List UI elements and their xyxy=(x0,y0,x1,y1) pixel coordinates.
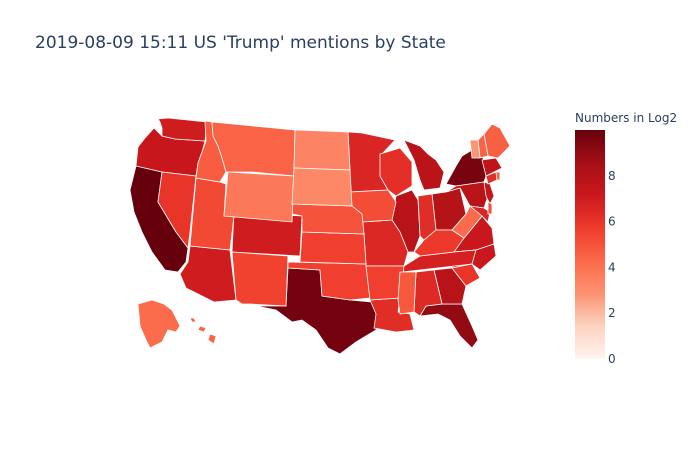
chart-title: 2019-08-09 15:11 US 'Trump' mentions by … xyxy=(35,33,446,53)
state-sd[interactable] xyxy=(291,167,353,207)
state-mt[interactable] xyxy=(211,121,296,177)
state-vt[interactable] xyxy=(469,139,481,159)
state-ks[interactable] xyxy=(299,231,367,265)
colorbar: Numbers in Log2 0 2 4 6 8 xyxy=(575,111,677,366)
colorbar-tick-label: 6 xyxy=(608,215,616,229)
state-wa[interactable] xyxy=(157,117,208,142)
state-hi[interactable] xyxy=(189,317,217,345)
state-wy[interactable] xyxy=(223,171,295,223)
state-de[interactable] xyxy=(487,201,493,215)
state-nm[interactable] xyxy=(231,251,289,307)
state-ri[interactable] xyxy=(495,171,501,181)
state-ne[interactable] xyxy=(291,203,365,235)
state-az[interactable] xyxy=(179,245,237,303)
state-pa[interactable] xyxy=(445,181,489,209)
colorbar-tick-label: 4 xyxy=(608,260,616,274)
colorbar-tick-label: 2 xyxy=(608,306,616,320)
colorbar-tick-label: 0 xyxy=(608,352,616,366)
state-wv[interactable] xyxy=(451,205,483,239)
state-sc[interactable] xyxy=(451,263,481,287)
us-map xyxy=(129,117,511,355)
colorbar-gradient xyxy=(575,130,605,359)
state-nd[interactable] xyxy=(293,129,351,171)
colorbar-tick-label: 8 xyxy=(608,169,616,183)
state-fl[interactable] xyxy=(419,303,479,349)
state-mi[interactable] xyxy=(403,139,445,191)
state-ms[interactable] xyxy=(397,271,417,315)
state-wi[interactable] xyxy=(379,147,413,197)
state-ma[interactable] xyxy=(481,157,503,177)
state-ak[interactable] xyxy=(137,299,181,349)
state-me[interactable] xyxy=(483,123,511,159)
colorbar-title: Numbers in Log2 xyxy=(575,111,677,125)
